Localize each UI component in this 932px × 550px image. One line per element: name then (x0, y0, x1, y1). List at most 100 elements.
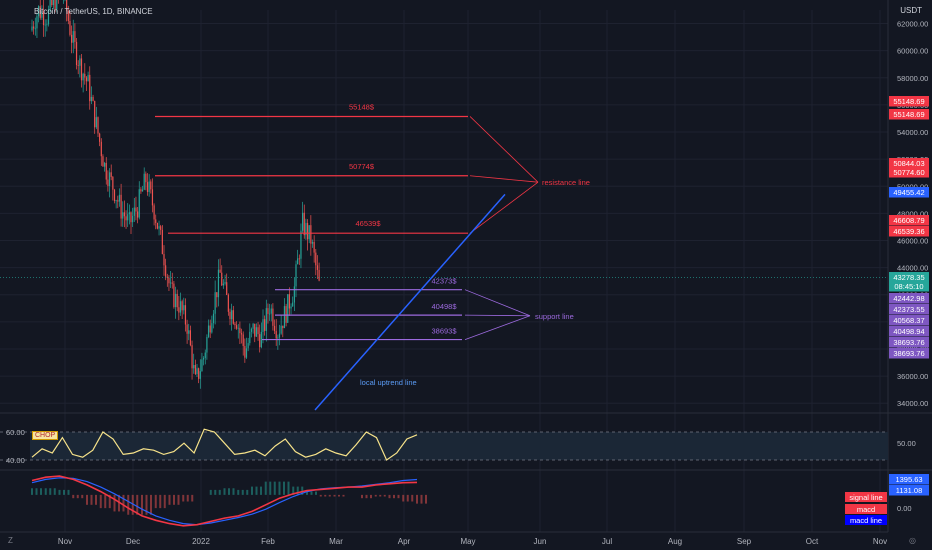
candle-body (273, 325, 276, 332)
candle-body (95, 117, 97, 128)
zoom-icon[interactable]: Z (8, 536, 13, 545)
candle-body (138, 189, 140, 218)
candle-body (275, 331, 277, 339)
candle-body (151, 189, 154, 206)
candle-body (231, 310, 233, 320)
resistance-level-label: 50774$ (349, 162, 375, 171)
time-tick: Oct (806, 537, 819, 546)
macd-price-tag-text: 1131.08 (896, 486, 923, 495)
chop-right-tick: 50.00 (897, 439, 916, 448)
resistance-level-label: 55148$ (349, 102, 375, 111)
candle-body (285, 306, 287, 323)
candle-body (269, 313, 271, 315)
candle-body (54, 0, 56, 10)
candle-body (227, 294, 229, 312)
macd-legend-box (845, 504, 887, 514)
candle-body (287, 294, 289, 323)
candle-body (189, 330, 191, 346)
candle-body (85, 77, 88, 82)
chop-indicator-label: CHOP (32, 431, 59, 440)
candle-body (51, 0, 53, 6)
candle-body (115, 200, 117, 202)
candle-body (308, 225, 310, 240)
candle-body (237, 327, 239, 329)
time-tick: Aug (668, 537, 682, 546)
chop-band (30, 432, 888, 460)
uptrend-line-label: local uptrend line (360, 378, 417, 387)
settings-icon[interactable]: ◎ (909, 536, 916, 545)
price-tick: 62000.00 (897, 20, 928, 29)
candle-body (278, 333, 281, 338)
candle-body (137, 211, 139, 218)
support-level-label: 38693$ (431, 327, 457, 336)
macd-price-tag-text: 1395.63 (895, 475, 922, 484)
candle-body (49, 0, 51, 10)
macd-legend-box (845, 492, 887, 502)
candle-body (204, 352, 206, 359)
candle-body (201, 359, 203, 372)
candle-body (203, 358, 205, 360)
candle-body (217, 269, 220, 298)
uptrend-line (314, 193, 506, 411)
price-tag (889, 304, 929, 315)
candle-body (99, 133, 101, 142)
candle-body (211, 323, 213, 333)
candle-body (72, 31, 74, 43)
candle-body (75, 41, 78, 66)
candle-body (100, 141, 102, 157)
time-tick: Apr (398, 537, 411, 546)
candle-body (89, 74, 91, 102)
price-tag (889, 167, 929, 178)
candle-body (315, 252, 317, 266)
price-tag-text: 08:45:10 (894, 282, 923, 291)
price-tag-text: 43278.35 (893, 273, 924, 282)
candle-body (113, 189, 116, 202)
candle-body (173, 283, 175, 308)
candle-body (158, 226, 160, 229)
price-tag-text: 50844.03 (893, 159, 924, 168)
candle-body (186, 324, 188, 334)
support-level-label: 42373$ (431, 277, 457, 286)
chop-line (31, 428, 418, 461)
candle-body (277, 337, 279, 339)
candle-body (117, 200, 119, 202)
candle-body (77, 65, 79, 66)
price-tick: 54000.00 (897, 128, 928, 137)
price-tag (889, 226, 929, 237)
candle-body (293, 286, 295, 303)
candle-body (282, 325, 284, 329)
resistance-level-label: 46539$ (355, 219, 381, 228)
candle-body (107, 179, 109, 187)
price-tag-text: 40568.37 (893, 316, 924, 325)
candle-body (297, 258, 299, 265)
candle-body (288, 294, 290, 309)
candle-body (207, 325, 210, 337)
candle-body (108, 172, 111, 187)
candle-body (44, 24, 46, 26)
candle-body (66, 0, 68, 12)
candle-body (171, 282, 173, 284)
candle-body (92, 96, 94, 101)
candle-body (148, 181, 150, 192)
resistance-callout-arrow (469, 116, 539, 183)
candle-body (311, 242, 314, 244)
macd-price-tag (889, 485, 929, 496)
candle-body (170, 282, 172, 284)
candle-body (262, 319, 264, 332)
candle-body (232, 310, 234, 324)
candle-body (305, 222, 307, 236)
candle-body (209, 325, 211, 333)
candle-body (42, 11, 45, 26)
time-tick: Jul (602, 537, 612, 546)
candle-body (214, 292, 216, 314)
candle-body (33, 26, 35, 29)
candle-body (240, 333, 243, 335)
time-tick: Nov (873, 537, 887, 546)
candle-body (272, 308, 274, 326)
candle-body (128, 212, 130, 215)
time-tick: 2022 (192, 537, 210, 546)
candle-body (127, 214, 129, 221)
candle-body (31, 26, 33, 31)
